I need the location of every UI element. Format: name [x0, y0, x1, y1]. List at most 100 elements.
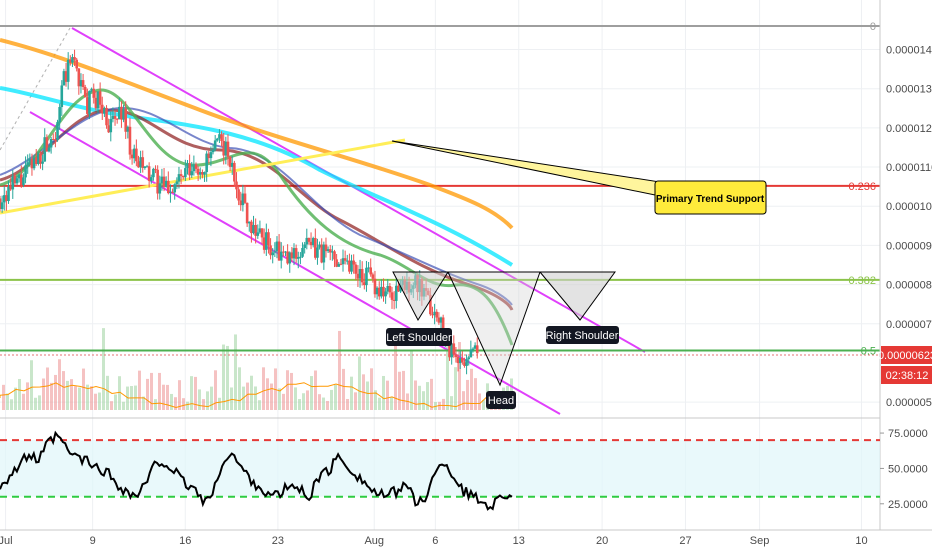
- channel-lower-line: [29, 111, 561, 415]
- candle-body: [64, 71, 68, 82]
- candle-body: [160, 176, 164, 184]
- candle-body: [322, 244, 326, 263]
- candle-body: [224, 141, 228, 156]
- volume-bar: [170, 393, 173, 410]
- volume-bar: [290, 372, 293, 410]
- candle-body: [158, 183, 162, 194]
- candle-body: [5, 195, 8, 202]
- volume-bar: [374, 390, 377, 410]
- candle-body: [222, 140, 226, 156]
- candle-body: [265, 232, 268, 250]
- candle-body: [98, 91, 102, 105]
- rsi-band-fill: [0, 440, 880, 497]
- candle-body: [384, 291, 387, 297]
- right-shoulder-triangle: [538, 271, 616, 321]
- rsi-panel: [0, 430, 880, 511]
- candle-body: [475, 345, 479, 354]
- volume-bar: [46, 367, 49, 410]
- volume-bar: [378, 397, 381, 410]
- volume-bar: [414, 380, 417, 410]
- candle-body: [354, 264, 358, 274]
- candle-body: [194, 164, 198, 169]
- candle-body: [286, 251, 289, 264]
- rsi-tick-label: 50.0000: [888, 463, 928, 475]
- volume-bar: [14, 387, 17, 410]
- volume-bar: [82, 368, 85, 410]
- candle-body: [437, 317, 441, 323]
- volume-bar: [298, 399, 301, 410]
- current-price-tag: 0.00000623: [878, 346, 932, 364]
- head-triangle: [447, 271, 541, 387]
- candle-body: [267, 232, 270, 246]
- candle-body: [296, 257, 300, 259]
- volume-bar: [86, 384, 89, 410]
- volume-bar: [370, 368, 373, 410]
- right-shoulder-label: Right Shoulder: [546, 326, 619, 344]
- rsi-axis: 75.0000 50.0000 25.0000: [880, 428, 928, 511]
- candle-body: [147, 166, 151, 181]
- candle-body: [190, 171, 194, 176]
- volume-bar: [10, 399, 13, 410]
- candle-body: [118, 106, 121, 120]
- candle-body: [273, 251, 277, 253]
- volume-bar: [166, 384, 169, 410]
- fib-label: 0.236: [848, 181, 876, 193]
- time-tick-label: 10: [855, 535, 867, 547]
- candle-body: [143, 166, 147, 169]
- volume-bar: [306, 390, 309, 410]
- volume-bar: [222, 344, 225, 410]
- candle-body: [307, 237, 311, 242]
- volume-bar: [474, 378, 477, 410]
- volume-bar: [442, 398, 445, 410]
- candle-body: [239, 200, 243, 206]
- candle-body: [252, 224, 255, 234]
- candle-body: [130, 154, 134, 159]
- candle-body: [218, 134, 221, 139]
- candle-body: [320, 244, 324, 263]
- price-tick-label: 0.00001300: [886, 84, 932, 96]
- volume-bar: [74, 386, 77, 410]
- candle-body: [454, 354, 458, 358]
- volume-ma-line: [0, 382, 513, 409]
- volume-bar: [114, 394, 117, 410]
- candle-body: [100, 104, 104, 114]
- candle-body: [49, 138, 53, 148]
- volume-bar: [262, 367, 265, 410]
- svg-text:Head: Head: [488, 395, 514, 407]
- volume-bar: [214, 370, 217, 410]
- volume-bar: [34, 397, 37, 410]
- volume-bar: [174, 397, 177, 410]
- candle-body: [181, 175, 185, 178]
- volume-bar: [282, 393, 285, 410]
- volume-bar: [162, 384, 165, 410]
- candle-body: [471, 348, 475, 350]
- volume-bar: [462, 391, 465, 410]
- candle-body: [301, 247, 304, 257]
- candle-body: [331, 251, 334, 253]
- candle-body: [350, 260, 353, 272]
- volume-bar: [18, 378, 21, 410]
- candle-body: [88, 90, 91, 114]
- primary-trend-support-callout[interactable]: Primary Trend Support: [391, 140, 767, 215]
- volume-bar: [258, 400, 261, 410]
- volume-bar: [138, 370, 141, 410]
- volume-bar: [278, 388, 281, 410]
- candle-body: [77, 68, 81, 87]
- candle-body: [377, 287, 381, 297]
- time-tick-label: 13: [513, 535, 525, 547]
- volume-bar: [382, 375, 385, 410]
- candle-body: [341, 258, 345, 265]
- volume-bar: [394, 335, 397, 410]
- candle-body: [473, 345, 477, 349]
- candle-body: [367, 267, 370, 269]
- time-tick-label: 16: [179, 535, 191, 547]
- candle-body: [337, 263, 341, 267]
- candle-body: [154, 168, 157, 170]
- candle-body: [282, 251, 285, 253]
- candle-body: [220, 134, 223, 141]
- candle-body: [230, 162, 234, 167]
- candle-body: [122, 108, 125, 120]
- candle-body: [345, 260, 349, 262]
- price-tick-label: 0.00001100: [886, 162, 932, 174]
